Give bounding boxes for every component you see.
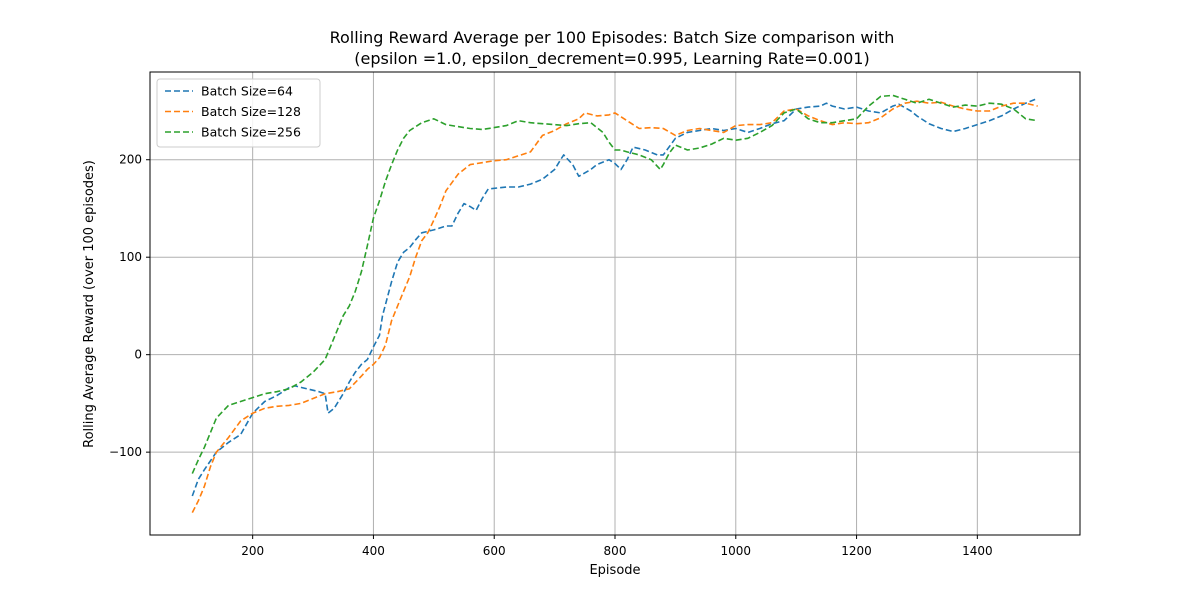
series-line-batch-128 bbox=[191, 100, 1038, 513]
x-tick-label: 1200 bbox=[841, 544, 872, 558]
series-line-batch-256 bbox=[191, 94, 1038, 474]
y-tick-label: 200 bbox=[119, 153, 142, 167]
grid-lines bbox=[150, 72, 1080, 535]
x-axis-label: Episode bbox=[589, 563, 640, 578]
legend: Batch Size=64 Batch Size=128 Batch Size=25… bbox=[156, 78, 321, 148]
x-tick-label: 400 bbox=[362, 544, 385, 558]
legend-label: Batch Size=128 bbox=[201, 104, 301, 119]
x-tick-label: 600 bbox=[483, 544, 506, 558]
x-tick-label: 800 bbox=[604, 544, 627, 558]
legend-box bbox=[156, 78, 321, 148]
x-tick-label: 1000 bbox=[721, 544, 752, 558]
series-lines bbox=[191, 94, 1039, 513]
legend-label: Batch Size=64 bbox=[201, 84, 293, 99]
y-tick-label: −100 bbox=[109, 445, 142, 459]
axis-ticks: 200 400 600 800 1000 1200 1400 −100 0 100 200 bbox=[109, 153, 993, 558]
y-tick-label: 0 bbox=[134, 348, 142, 362]
x-tick-label: 1400 bbox=[962, 544, 993, 558]
chart-title-line-1: Rolling Reward Average per 100 Episodes:… bbox=[330, 28, 895, 47]
y-tick-label: 100 bbox=[119, 250, 142, 264]
y-axis-label: Rolling Average Reward (over 100 episode… bbox=[82, 160, 97, 448]
chart-title-line-2: (epsilon =1.0, epsilon_decrement=0.995, … bbox=[354, 49, 869, 69]
legend-label: Batch Size=256 bbox=[201, 125, 301, 140]
x-tick-label: 200 bbox=[241, 544, 264, 558]
series-line-batch-64 bbox=[191, 97, 1039, 497]
